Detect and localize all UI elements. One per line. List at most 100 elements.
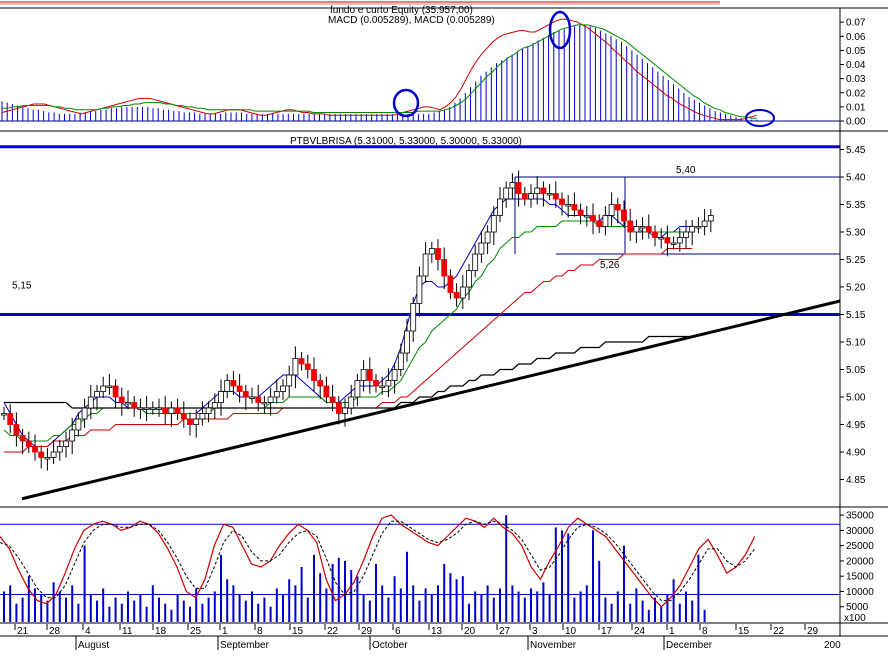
candle-body (695, 226, 702, 229)
macd-ytick-label: 0.04 (846, 60, 866, 71)
candle-body (94, 391, 100, 398)
candle-body (292, 358, 299, 376)
candle-body (466, 270, 472, 288)
candle-body (670, 242, 677, 245)
candle-body (63, 440, 69, 447)
macd-header-title: fundo e curto Equity (35.957,00) (330, 5, 473, 16)
x-day-label: 1 (222, 626, 228, 637)
candle-body (205, 407, 212, 414)
candle-body (534, 187, 541, 194)
candle-body (211, 402, 218, 409)
x-day-label: 1 (669, 626, 675, 637)
candle-body (354, 380, 361, 398)
candle-body (81, 407, 88, 420)
macd-line (1, 18, 757, 121)
candle-body (180, 413, 187, 420)
candle-body (149, 407, 156, 410)
volume-ytick-label: 5000 (846, 602, 869, 613)
volume-stochastic-panel: 5000 10000 15000 20000 25000 30000 35000 x100 (0, 511, 874, 624)
x-day-label: 11 (122, 626, 133, 637)
candle-body (577, 209, 584, 216)
price-ytick-label: 5.45 (846, 145, 866, 156)
x-day-label: 17 (601, 626, 613, 637)
macd-ytick-label: 0.00 (846, 117, 866, 128)
x-day-label: 22 (773, 626, 785, 637)
candle-body (397, 352, 404, 370)
candle-body (441, 259, 448, 277)
macd-header-subtitle: MACD (0.005289), MACD (0.005289) (328, 15, 495, 26)
x-day-label: 21 (17, 626, 29, 637)
candle-body (236, 385, 243, 392)
candle-body (497, 198, 503, 216)
price-header-title: PTBVLBRISA (5.31000, 5.33000, 5.30000, 5… (290, 136, 522, 147)
candle-body (639, 226, 646, 229)
candle-body (137, 407, 144, 410)
support-level-label: 5,26 (600, 260, 620, 271)
candle-body (118, 396, 125, 403)
candle-body (484, 231, 491, 244)
x-day-label: 24 (634, 626, 646, 637)
candle-body (44, 457, 51, 460)
x-month-label: November (530, 640, 577, 651)
price-ytick-label: 5.25 (846, 255, 866, 266)
candle-body (366, 369, 373, 381)
x-day-label: 27 (499, 626, 511, 637)
candle-body (410, 303, 417, 332)
candle-body (509, 182, 516, 189)
volume-ytick-label: 35000 (846, 511, 874, 522)
x-day-label: 20 (464, 626, 476, 637)
candle-body (249, 396, 255, 399)
candle-body (590, 215, 596, 222)
candle-body (689, 226, 696, 233)
price-panel: PTBVLBRISA (5.31000, 5.33000, 5.30000, 5… (0, 136, 866, 501)
candle-body (255, 396, 262, 403)
candle-body (199, 413, 206, 420)
x-year-label: 200 (824, 640, 841, 651)
candle-body (658, 237, 665, 240)
candle-body (652, 231, 658, 238)
candle-body (174, 407, 181, 414)
date-axis: 21 28 4 11 18 25 1 8 15 22 29 6 13 20 27 3 10 17 24 1 8 15 22 2… (14, 624, 841, 651)
candle-body (304, 363, 311, 370)
candle-body (459, 286, 466, 299)
price-ytick-label: 5.15 (846, 310, 866, 321)
candle-body (565, 204, 572, 207)
candle-body (416, 275, 423, 304)
candle-body (143, 407, 150, 410)
candle-body (261, 402, 268, 405)
price-ytick-label: 5.10 (846, 338, 866, 349)
candle-body (168, 407, 175, 414)
highlight-circle (392, 88, 420, 118)
candle-body (645, 226, 652, 233)
x-month-label: October (372, 640, 408, 651)
price-ytick-label: 4.90 (846, 448, 866, 459)
candle-body (323, 385, 330, 398)
candle-body (335, 402, 342, 414)
candle-body (311, 369, 317, 381)
volume-ytick-label: 15000 (846, 572, 874, 583)
x-day-label: 18 (155, 626, 167, 637)
candle-body (373, 380, 379, 387)
volume-ytick-label: 25000 (846, 541, 874, 552)
candle-body (515, 182, 522, 194)
candle-body (676, 237, 683, 244)
candle-body (280, 385, 286, 392)
candle-body (106, 385, 113, 388)
x-day-label: 8 (702, 626, 708, 637)
candle-body (435, 248, 441, 260)
candle-body (329, 396, 336, 403)
x-day-label: 3 (532, 626, 538, 637)
candle-body (38, 451, 45, 458)
volume-ytick-label: 20000 (846, 556, 874, 567)
macd-ytick-label: 0.03 (846, 74, 866, 85)
candle-body (112, 385, 119, 398)
price-ytick-label: 5.05 (846, 365, 866, 376)
candle-body (422, 253, 429, 277)
candle-body (528, 193, 534, 200)
candle-body (571, 204, 578, 211)
candle-body (273, 391, 280, 398)
candle-body (583, 215, 590, 218)
candle-body (521, 193, 528, 200)
candle-body (286, 374, 293, 387)
price-ytick-label: 4.85 (846, 475, 866, 486)
